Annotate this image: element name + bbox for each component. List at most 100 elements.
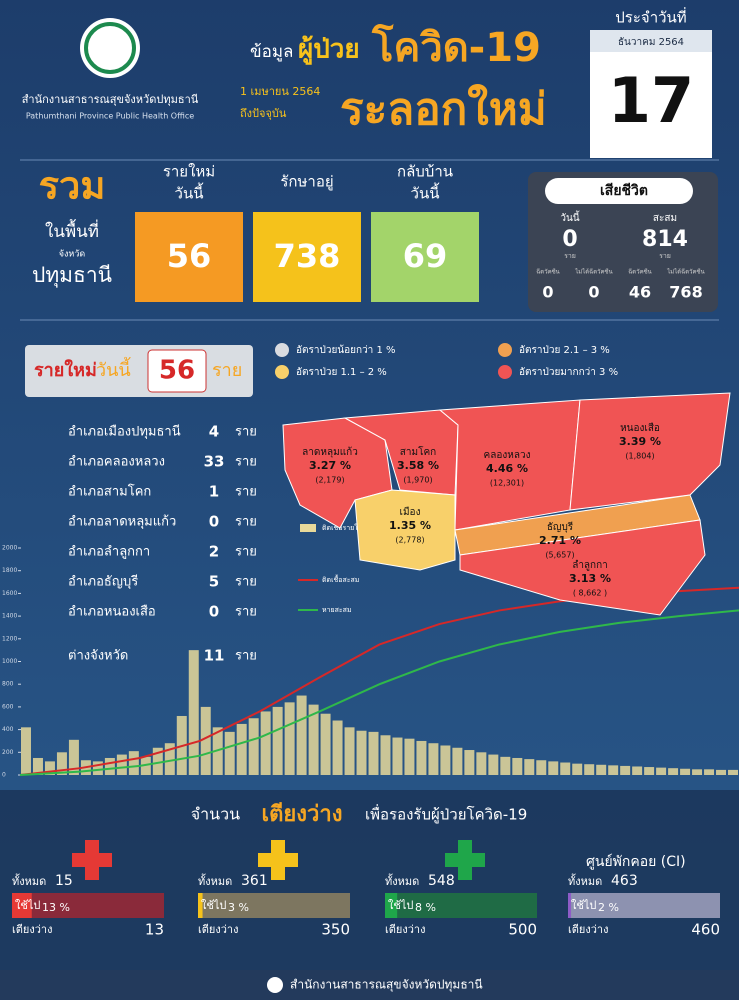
summary-box-label: รายใหม่ <box>163 163 215 181</box>
death-sub-label: ฉีดวัคซีน <box>628 268 652 276</box>
day: 17 <box>608 64 694 137</box>
bed-free-label: เตียงว่าง <box>568 923 608 936</box>
title-wave: ระลอกใหม่ <box>340 83 547 135</box>
death-panel <box>528 172 718 312</box>
bed-used-bar <box>12 893 32 918</box>
district-value: 5 <box>209 573 219 591</box>
new-value: 56 <box>159 356 195 386</box>
bed-free: 13 <box>145 921 164 939</box>
bed-total-label: ทั้งหมด <box>385 873 419 888</box>
y-tick-label: 1600 <box>2 590 17 597</box>
death-sub-label: ฉีดวัคซีน <box>536 268 560 276</box>
death-today-label: วันนี้ <box>560 210 580 224</box>
province: ปทุมธานี <box>32 263 112 288</box>
map-count: ( 8,662 ) <box>573 589 607 598</box>
bar <box>368 731 379 775</box>
logo <box>80 18 140 78</box>
district-unit: ราย <box>235 485 257 500</box>
cross-icon <box>258 853 298 867</box>
death-sub-value: 768 <box>669 283 702 302</box>
legend-text: หายสะสม <box>322 606 352 614</box>
legend-text: อัตราป่วย 2.1 – 3 % <box>519 345 610 356</box>
bar <box>380 735 391 775</box>
district-name: ต่างจังหวัด <box>68 649 128 664</box>
footer-bar <box>0 970 739 1000</box>
bed-track <box>568 893 720 918</box>
bar <box>200 706 211 775</box>
y-tick-label: 2000 <box>2 545 17 552</box>
bar <box>32 757 43 775</box>
bar <box>344 727 355 775</box>
bar <box>704 769 715 775</box>
summary-box-value: 69 <box>403 237 448 275</box>
legend-text: ติดเชื้อรายใหม่ <box>322 521 367 532</box>
summary-label: รวม <box>39 164 106 208</box>
bed-free-label: เตียงว่าง <box>198 923 238 936</box>
bed-used: 8 % <box>415 901 436 914</box>
bar <box>188 650 199 775</box>
bar <box>404 738 415 775</box>
y-tick-label: 1000 <box>2 658 17 665</box>
bed-free-label: เตียงว่าง <box>385 923 425 936</box>
date-label: ประจำวันที่ <box>615 7 686 27</box>
bed-track <box>198 893 350 918</box>
district-value: 11 <box>204 647 225 665</box>
district-unit: ราย <box>235 605 257 620</box>
bar <box>428 743 439 775</box>
bed-used-bar <box>198 893 203 918</box>
summary-box-value: 56 <box>167 237 212 275</box>
title-prefix: ข้อมูล <box>250 42 293 62</box>
new-label2: วันนี้ <box>96 357 131 381</box>
y-tick-label: 1400 <box>2 613 17 620</box>
bar <box>44 761 55 775</box>
district-value: 2 <box>209 543 219 561</box>
bar <box>596 764 607 775</box>
death-sub-value: 0 <box>542 283 553 302</box>
summary-box-value: 738 <box>274 237 341 275</box>
bed-used-label: ใช้ไป <box>571 899 596 912</box>
bar <box>332 720 343 775</box>
title-covid: โควิด-19 <box>371 24 541 71</box>
death-today: 0 <box>562 227 577 252</box>
map-name: สามโคก <box>400 445 436 458</box>
map-region <box>354 489 456 571</box>
map-rate: 3.39 % <box>619 435 661 448</box>
bed-used-label: ใช้ไป <box>15 899 40 912</box>
legend-text: อัตราป่วยมากกว่า 3 % <box>519 367 618 378</box>
district-name: อำเภอหนองเสือ <box>68 604 156 620</box>
area-label: ในพื้นที่ <box>45 219 99 242</box>
y-tick-label: 800 <box>2 681 14 688</box>
bed-track <box>12 893 164 918</box>
bed-free-label: เตียงว่าง <box>12 923 52 936</box>
district-unit: ราย <box>235 649 257 664</box>
month: ธันวาคม 2564 <box>618 37 684 48</box>
bed-used-bar <box>385 893 398 918</box>
map-count: (1,804) <box>625 452 654 461</box>
bar <box>104 757 115 775</box>
calendar-top <box>590 30 712 52</box>
bed-used: 13 % <box>42 901 70 914</box>
bar <box>680 768 691 775</box>
bar <box>440 745 451 775</box>
map-rate: 3.58 % <box>397 459 439 472</box>
bar <box>488 754 499 775</box>
bed-total: 361 <box>241 873 268 889</box>
bar <box>92 761 103 775</box>
map-rate: 4.46 % <box>486 462 528 475</box>
map-rate: 3.27 % <box>309 459 351 472</box>
bed-track <box>385 893 537 918</box>
map-count: (2,778) <box>395 536 424 545</box>
map-count: (12,301) <box>490 479 524 488</box>
legend-dot <box>498 343 512 357</box>
org: สำนักงานสาธารณสุขจังหวัดปทุมธานี <box>22 93 199 106</box>
bar <box>452 747 463 775</box>
map-rate: 1.35 % <box>389 519 431 532</box>
org-en: Pathumthani Province Public Health Offic… <box>26 112 194 121</box>
bed-group-name: ศูนย์พักคอย (CI) <box>586 853 686 870</box>
map-rate: 2.71 % <box>539 534 581 547</box>
cross-icon <box>445 853 485 867</box>
district-name: อำเภอคลองหลวง <box>68 455 165 470</box>
map-name: ลาดหลุมแก้ว <box>302 446 358 458</box>
